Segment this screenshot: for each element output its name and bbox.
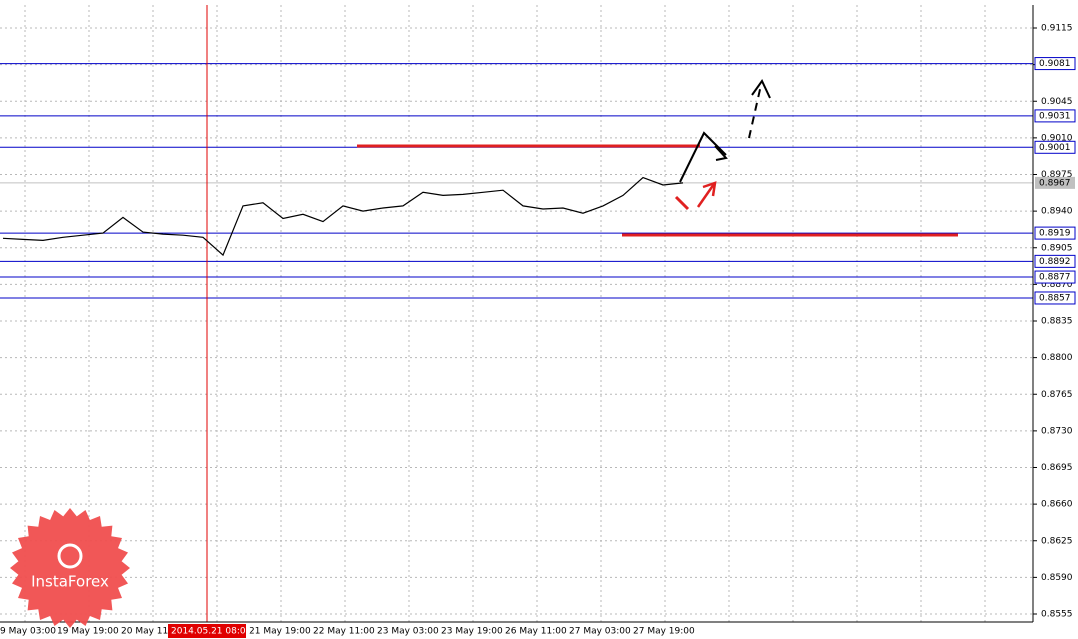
x-tick-label: 19 May 19:00 (57, 627, 119, 637)
level-label-box (1034, 140, 1076, 154)
y-tick-label: 0.8940 (1041, 207, 1073, 217)
y-tick-label: 0.8590 (1041, 573, 1073, 583)
crosshair-label-box (168, 624, 246, 638)
arrow-head (751, 79, 771, 99)
y-tick-label: 0.8975 (1041, 170, 1073, 180)
watermark-icon (57, 543, 83, 569)
crosshair-label: 2014.05.21 08:00 (171, 627, 252, 637)
level-label-box (1034, 226, 1076, 240)
x-tick-label: 20 May 11:00 (121, 627, 183, 637)
y-tick-label: 0.8695 (1041, 463, 1073, 473)
x-tick-label: 27 May 19:00 (633, 627, 695, 637)
y-tick-label: 0.8800 (1041, 353, 1073, 363)
level-label-box (1034, 109, 1076, 123)
red-arrow-head (702, 181, 717, 197)
arrow-up (679, 131, 727, 183)
y-tick-label: 0.8870 (1041, 280, 1073, 290)
red-arrow-up (696, 183, 716, 208)
y-tick-label: 0.8660 (1041, 500, 1073, 510)
level-label: 0.8919 (1039, 229, 1071, 239)
x-tick-label: 26 May 11:00 (505, 627, 567, 637)
level-label-box (1034, 57, 1076, 71)
current-price-box (1035, 176, 1075, 189)
arrow-head (714, 145, 728, 161)
watermark: InstaForex (10, 508, 130, 628)
x-tick-label: 23 May 19:00 (441, 627, 503, 637)
price-line (2, 176, 684, 257)
y-tick-label: 0.8835 (1041, 317, 1073, 327)
level-label-box (1034, 291, 1076, 305)
arrow-dashed (748, 84, 762, 139)
grid (0, 5, 1033, 622)
x-tick-label: 21 May 19:00 (249, 627, 311, 637)
x-tick-label: 9 May 03:00 (0, 627, 56, 637)
y-tick-label: 0.9010 (1041, 133, 1073, 143)
x-tick-label: 22 May 11:00 (313, 627, 375, 637)
y-tick-label: 0.8625 (1041, 536, 1073, 546)
level-label: 0.8892 (1039, 257, 1071, 267)
y-tick-label: 0.8765 (1041, 390, 1073, 400)
level-label: 0.9001 (1039, 143, 1071, 153)
level-label-box (1034, 270, 1076, 284)
price-series (2, 176, 684, 257)
axis-labels: 0.91150.90800.90450.90100.89750.89400.89… (0, 24, 1076, 638)
current-price-label: 0.8967 (1039, 178, 1071, 188)
level-label: 0.9031 (1039, 111, 1071, 121)
watermark-text: InstaForex (31, 573, 109, 591)
x-tick-label: 27 May 03:00 (569, 627, 631, 637)
red-arrow-down (674, 195, 690, 211)
y-tick-label: 0.8730 (1041, 426, 1073, 436)
y-tick-label: 0.9115 (1041, 24, 1073, 34)
level-label: 0.9081 (1039, 59, 1071, 69)
level-label: 0.8857 (1039, 293, 1071, 303)
y-tick-label: 0.8555 (1041, 610, 1073, 620)
x-tick-label: 23 May 03:00 (377, 627, 439, 637)
level-label: 0.8877 (1039, 273, 1071, 283)
level-label-box (1034, 254, 1076, 268)
y-tick-label: 0.9045 (1041, 97, 1073, 107)
y-tick-label: 0.8905 (1041, 243, 1073, 253)
